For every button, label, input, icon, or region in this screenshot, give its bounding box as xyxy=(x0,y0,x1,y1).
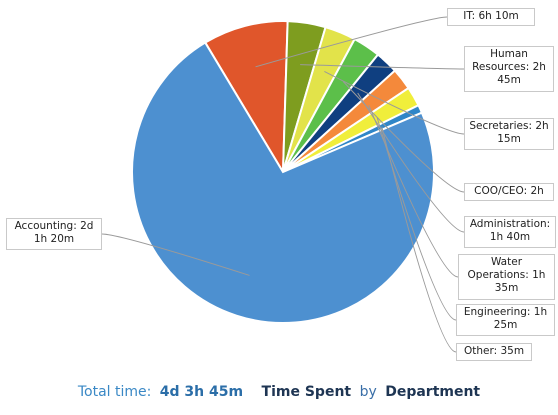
total-time-label: Total time: xyxy=(78,384,152,400)
slice-label-accounting: Accounting: 2d 1h 20m xyxy=(6,218,102,250)
chart-title-by: by xyxy=(360,384,377,400)
pie-slices xyxy=(132,21,434,323)
slice-label-human-resources: Human Resources: 2h 45m xyxy=(464,46,554,92)
slice-label-other: Other: 35m xyxy=(456,343,532,361)
slice-label-secretaries: Secretaries: 2h 15m xyxy=(464,118,554,150)
slice-label-coo-ceo: COO/CEO: 2h xyxy=(464,183,554,201)
chart-title-dept: Department xyxy=(385,384,480,400)
slice-label-it: IT: 6h 10m xyxy=(447,8,535,26)
slice-label-water-operations: Water Operations: 1h 35m xyxy=(458,254,555,300)
slice-label-administration: Administration: 1h 40m xyxy=(464,216,556,248)
chart-title-main: Time Spent xyxy=(262,384,352,400)
slice-label-engineering: Engineering: 1h 25m xyxy=(456,304,555,336)
total-time-value: 4d 3h 45m xyxy=(160,384,243,400)
chart-footer: Total time: 4d 3h 45m Time Spent by Depa… xyxy=(0,384,558,400)
